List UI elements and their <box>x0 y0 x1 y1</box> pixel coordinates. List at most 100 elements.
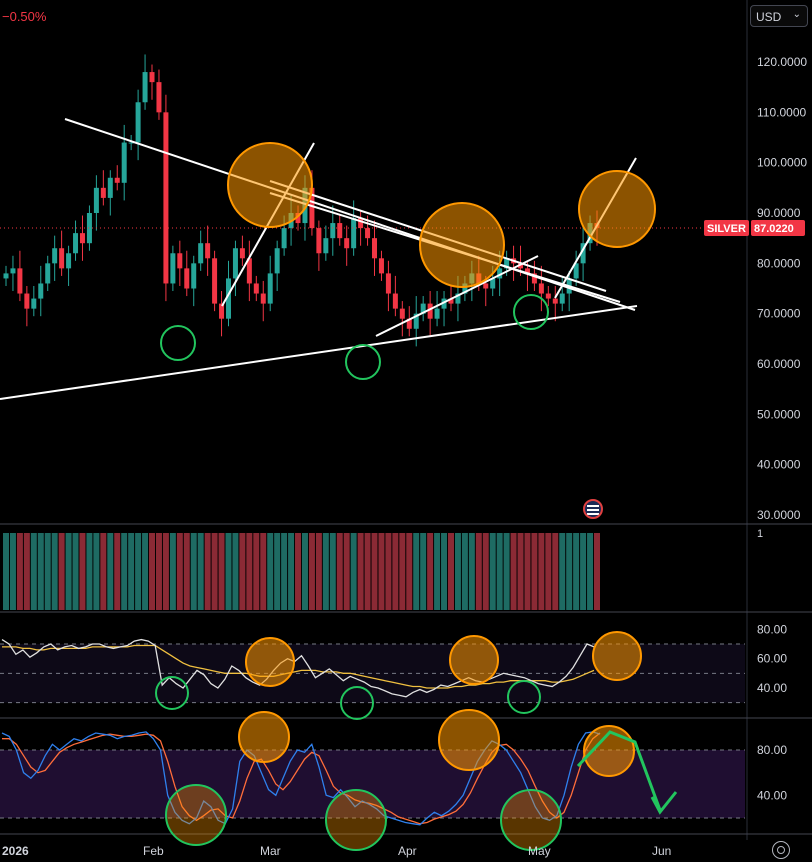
candle-body <box>274 248 280 274</box>
volume-bar <box>545 533 552 610</box>
volume-bar <box>72 533 79 610</box>
candle-body <box>392 293 398 309</box>
time-axis-tick: May <box>528 844 551 858</box>
candle-body <box>260 293 266 304</box>
candle-body <box>427 303 433 319</box>
volume-axis-tick: 1 <box>757 528 763 540</box>
candle-body <box>10 268 16 274</box>
volume-bar <box>587 533 594 610</box>
candle-body <box>170 253 176 284</box>
rsi-ma-line <box>2 644 595 689</box>
candle-body <box>330 223 336 239</box>
support-circle <box>513 294 549 330</box>
volume-bar <box>406 533 413 610</box>
volume-bar <box>107 533 114 610</box>
time-axis-tick: Jun <box>652 844 671 858</box>
volume-bar <box>142 533 149 610</box>
rsi-axis-tick: 80.00 <box>757 622 787 636</box>
symbol-tag-bg <box>704 219 749 236</box>
volume-bar <box>93 533 100 610</box>
candle-body <box>128 142 134 144</box>
candle-body <box>205 243 211 259</box>
volume-bar <box>295 533 302 610</box>
candle-body <box>455 293 461 304</box>
volume-bar <box>517 533 524 610</box>
candle-body <box>559 293 565 304</box>
volume-bar <box>51 533 58 610</box>
volume-bar <box>559 533 566 610</box>
candle-body <box>490 278 496 289</box>
candle-body <box>52 248 58 264</box>
candle-body <box>156 82 162 113</box>
currency-selector[interactable]: USD ⌄ <box>750 5 808 27</box>
candle-body <box>59 248 65 269</box>
rsi-axis-tick: 40.00 <box>757 681 787 695</box>
volume-bar <box>468 533 475 610</box>
rsi-line <box>1 638 595 698</box>
candle-body <box>344 238 350 249</box>
price-axis-tick: 60.0000 <box>757 357 801 371</box>
candle-body <box>406 318 412 329</box>
volume-bar <box>246 533 253 610</box>
volume-bar <box>183 533 190 610</box>
candle-body <box>45 263 51 284</box>
time-axis-tick: Apr <box>398 844 417 858</box>
forecast-arrow-line <box>576 730 662 811</box>
candle-body <box>17 268 23 294</box>
volume-bar <box>190 533 197 610</box>
candle-body <box>385 273 391 294</box>
price-change-label: −0.50% <box>2 9 47 24</box>
candle-body <box>239 248 245 259</box>
price-tag: 87.0220 <box>754 223 794 235</box>
candle-body <box>580 243 586 264</box>
volume-bar <box>447 533 454 610</box>
candle-body <box>420 303 426 314</box>
candle-body <box>149 72 155 83</box>
rsi-oversold-circle <box>155 676 189 710</box>
volume-bar <box>9 533 16 610</box>
volume-bar <box>44 533 51 610</box>
volume-bar <box>23 533 30 610</box>
volume-bar <box>100 533 107 610</box>
volume-bar <box>461 533 468 610</box>
candle-body <box>38 283 44 299</box>
candle-body <box>309 187 315 229</box>
volume-bar <box>58 533 65 610</box>
candle-body <box>518 263 524 269</box>
candle-body <box>358 218 364 229</box>
candle-body <box>100 187 106 198</box>
candle-body <box>378 258 384 274</box>
currency-label: USD <box>756 10 782 24</box>
time-axis-tick: Feb <box>143 844 164 858</box>
price-axis-tick: 120.0000 <box>757 55 807 69</box>
stoch-axis-tick: 80.00 <box>757 743 787 757</box>
volume-bar <box>253 533 260 610</box>
candle-body <box>434 308 440 319</box>
gear-icon[interactable] <box>772 841 790 859</box>
volume-bar <box>343 533 350 610</box>
candle-body <box>295 213 301 224</box>
volume-bar <box>204 533 211 610</box>
volume-bar <box>281 533 288 610</box>
volume-bar <box>503 533 510 610</box>
volume-bar <box>427 533 434 610</box>
candle-body <box>24 293 30 309</box>
volume-bar <box>121 533 128 610</box>
rsi-overbought-circle <box>449 635 499 685</box>
volume-bar <box>16 533 23 610</box>
volume-bar <box>434 533 441 610</box>
resistance-circle <box>419 202 505 288</box>
volume-bar <box>475 533 482 610</box>
candle-body <box>219 303 225 319</box>
stoch-axis-tick: 40.00 <box>757 788 787 802</box>
volume-bar <box>378 533 385 610</box>
stoch-overbought-circle <box>583 725 635 777</box>
candle-body <box>337 223 343 239</box>
candle-body <box>573 263 579 279</box>
volume-bar <box>357 533 364 610</box>
candle-body <box>545 293 551 299</box>
volume-bar <box>86 533 93 610</box>
volume-bar <box>315 533 322 610</box>
us-flag-icon[interactable] <box>583 499 603 519</box>
